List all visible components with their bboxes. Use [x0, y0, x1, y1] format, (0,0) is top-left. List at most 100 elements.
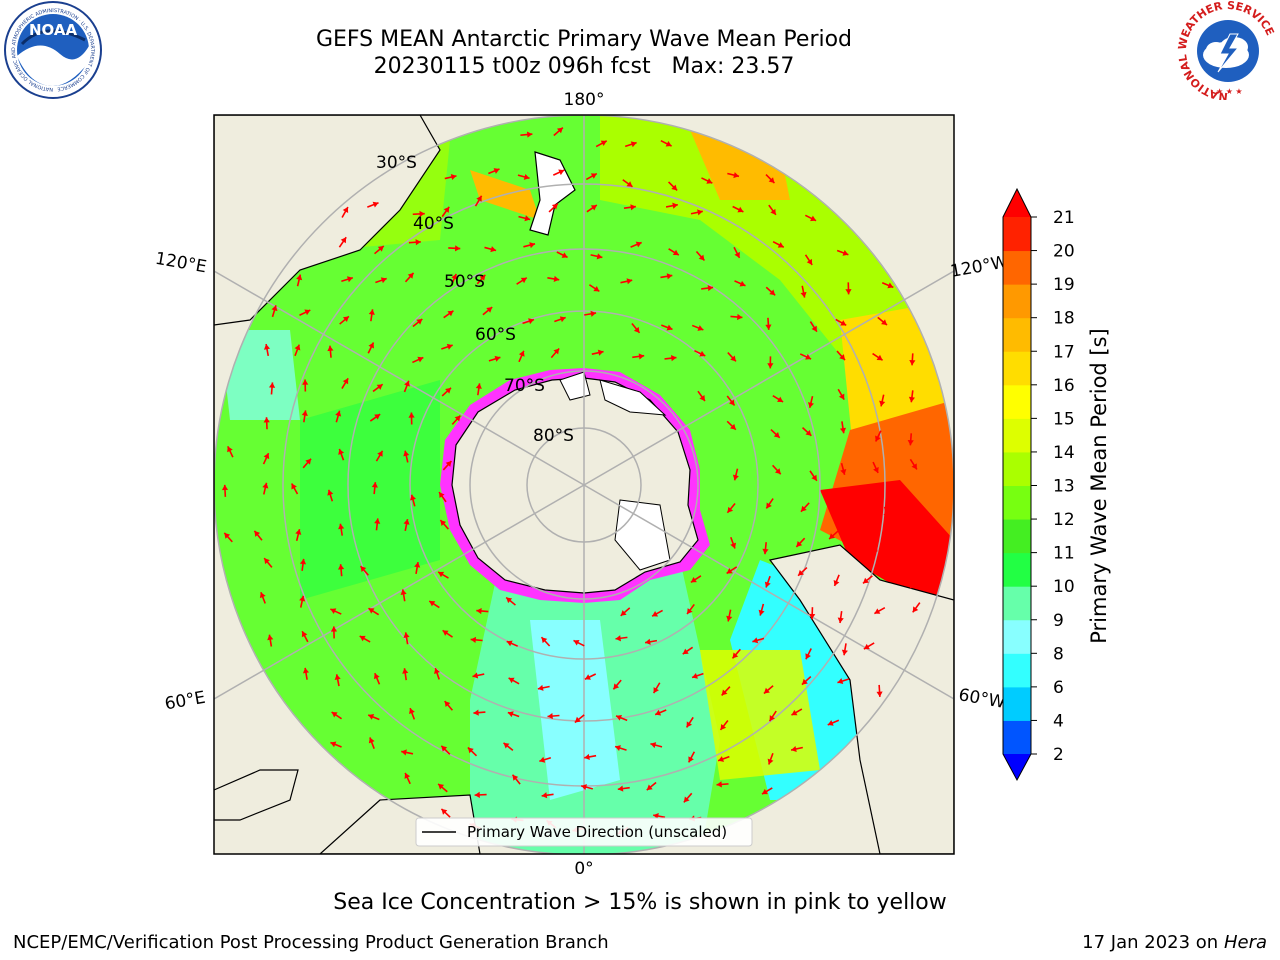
- wave-arrow-head: [476, 607, 482, 615]
- wave-arrow-head: [407, 272, 414, 279]
- wave-arrow-head: [635, 241, 642, 248]
- wave-arrow-head: [444, 701, 451, 708]
- wave-arrow-head: [327, 345, 334, 352]
- colorbar-tick-label: 17: [1053, 342, 1075, 362]
- wave-arrow-head: [342, 316, 349, 323]
- wave-arrow-head: [451, 273, 458, 280]
- wave-arrow-head: [796, 541, 803, 547]
- wave-arrow-head: [699, 394, 705, 401]
- colorbar-segment: [1003, 653, 1031, 688]
- wave-arrow-head: [652, 611, 659, 617]
- colorbar-label: Primary Wave Mean Period [s]: [1087, 328, 1111, 644]
- wave-arrow-head: [473, 709, 479, 716]
- wave-arrow-head: [758, 609, 765, 616]
- wave-arrow-head: [526, 131, 533, 138]
- wave-arrow-head: [908, 396, 915, 403]
- wave-arrow-head: [294, 344, 301, 351]
- colorbar-segment: [1003, 418, 1031, 453]
- wave-arrow-head: [769, 289, 776, 296]
- colorbar-tick-label: 10: [1053, 577, 1075, 597]
- wave-arrow-head: [698, 254, 705, 261]
- wave-arrow-head: [439, 492, 445, 499]
- lon-label-60e: 60°E: [163, 688, 207, 715]
- title-line-2: 20230115 t00z 096h fcst Max: 23.57: [373, 54, 795, 79]
- wave-arrow-head: [415, 239, 421, 246]
- wave-arrow-head: [837, 617, 844, 624]
- wave-arrow-head: [416, 319, 423, 325]
- wave-arrow-head: [429, 601, 436, 607]
- wave-arrow-head: [730, 355, 736, 362]
- sea-ice-note: Sea Ice Concentration > 15% is shown in …: [333, 890, 947, 915]
- wave-arrow-head: [841, 649, 848, 656]
- colorbar-segment: [1003, 384, 1031, 419]
- wave-arrow-head: [523, 173, 530, 180]
- wave-arrow-head: [839, 354, 845, 361]
- colorbar-tick-label: 13: [1053, 477, 1075, 497]
- wave-arrow-head: [472, 672, 479, 679]
- lat-label-40s: 40°S: [413, 214, 454, 234]
- wave-arrow-head: [630, 204, 636, 211]
- wave-arrow-head: [561, 252, 568, 258]
- wave-arrow-head: [699, 350, 706, 357]
- wave-arrow-head: [342, 378, 349, 385]
- wave-arrow-head: [263, 453, 270, 460]
- wave-arrow-head: [718, 756, 725, 762]
- wave-arrow-head: [400, 589, 407, 595]
- wave-arrow-head: [574, 716, 581, 723]
- wave-arrow-head: [590, 205, 597, 211]
- wave-arrow-head: [809, 613, 816, 620]
- wave-arrow-head: [873, 466, 879, 473]
- wave-arrow-head: [737, 206, 744, 213]
- wave-arrow-head: [798, 569, 804, 576]
- colorbar-under-triangle: [1003, 754, 1031, 780]
- colorbar-tick-label: 14: [1053, 443, 1075, 463]
- wave-arrow-head: [645, 638, 651, 645]
- wave-arrow-head: [476, 195, 482, 202]
- wave-arrow-head: [777, 396, 784, 402]
- wave-arrow-head: [883, 512, 890, 519]
- wave-arrow-head: [503, 742, 510, 749]
- wave-arrow-head: [863, 643, 870, 650]
- wave-arrow-head: [666, 273, 673, 280]
- wave-arrow-head: [291, 483, 297, 490]
- wave-arrow-head: [806, 258, 813, 265]
- wave-arrow-head: [909, 360, 916, 366]
- wave-arrow-head: [590, 310, 597, 317]
- wave-arrow-head: [805, 354, 812, 360]
- wave-arrow-head: [791, 709, 798, 716]
- wave-arrow-head: [374, 414, 381, 420]
- period-zone-mid-yellow: [700, 650, 820, 780]
- wave-arrow-head: [615, 745, 621, 752]
- wave-arrow-head: [874, 608, 881, 614]
- wave-arrow-head: [730, 542, 737, 549]
- wave-arrow-head: [646, 784, 653, 791]
- colorbar-segment: [1003, 451, 1031, 486]
- wave-arrow-head: [447, 310, 454, 317]
- wave-arrow-head: [653, 687, 659, 694]
- wave-arrow-head: [559, 316, 566, 323]
- wave-arrow-head: [655, 709, 662, 716]
- wave-arrow-head: [493, 168, 500, 174]
- wave-arrow-head: [404, 380, 410, 387]
- wave-arrow-head: [268, 382, 276, 388]
- wave-arrow-head: [672, 202, 678, 209]
- wave-arrow-head: [729, 423, 736, 430]
- weddell-sea-ice: [614, 499, 671, 571]
- wave-arrow-head: [596, 253, 603, 260]
- wave-arrow-head: [474, 791, 480, 798]
- wave-arrow-head: [454, 245, 461, 252]
- wave-arrow-head: [665, 140, 672, 147]
- colorbar-segment: [1003, 586, 1031, 621]
- wave-arrow-head: [263, 417, 270, 423]
- wave-arrow-head: [486, 307, 493, 313]
- wave-arrow-head: [512, 774, 519, 781]
- wave-arrow-head: [840, 469, 847, 475]
- wave-arrow-head: [633, 326, 640, 333]
- wave-arrow-head: [765, 324, 772, 330]
- wave-arrow-head: [402, 668, 409, 674]
- wave-arrow-head: [409, 708, 415, 715]
- wave-arrow-head: [720, 723, 727, 730]
- wave-arrow-head: [490, 246, 497, 253]
- wave-arrow-head: [805, 430, 812, 436]
- wave-arrow-head: [440, 520, 447, 526]
